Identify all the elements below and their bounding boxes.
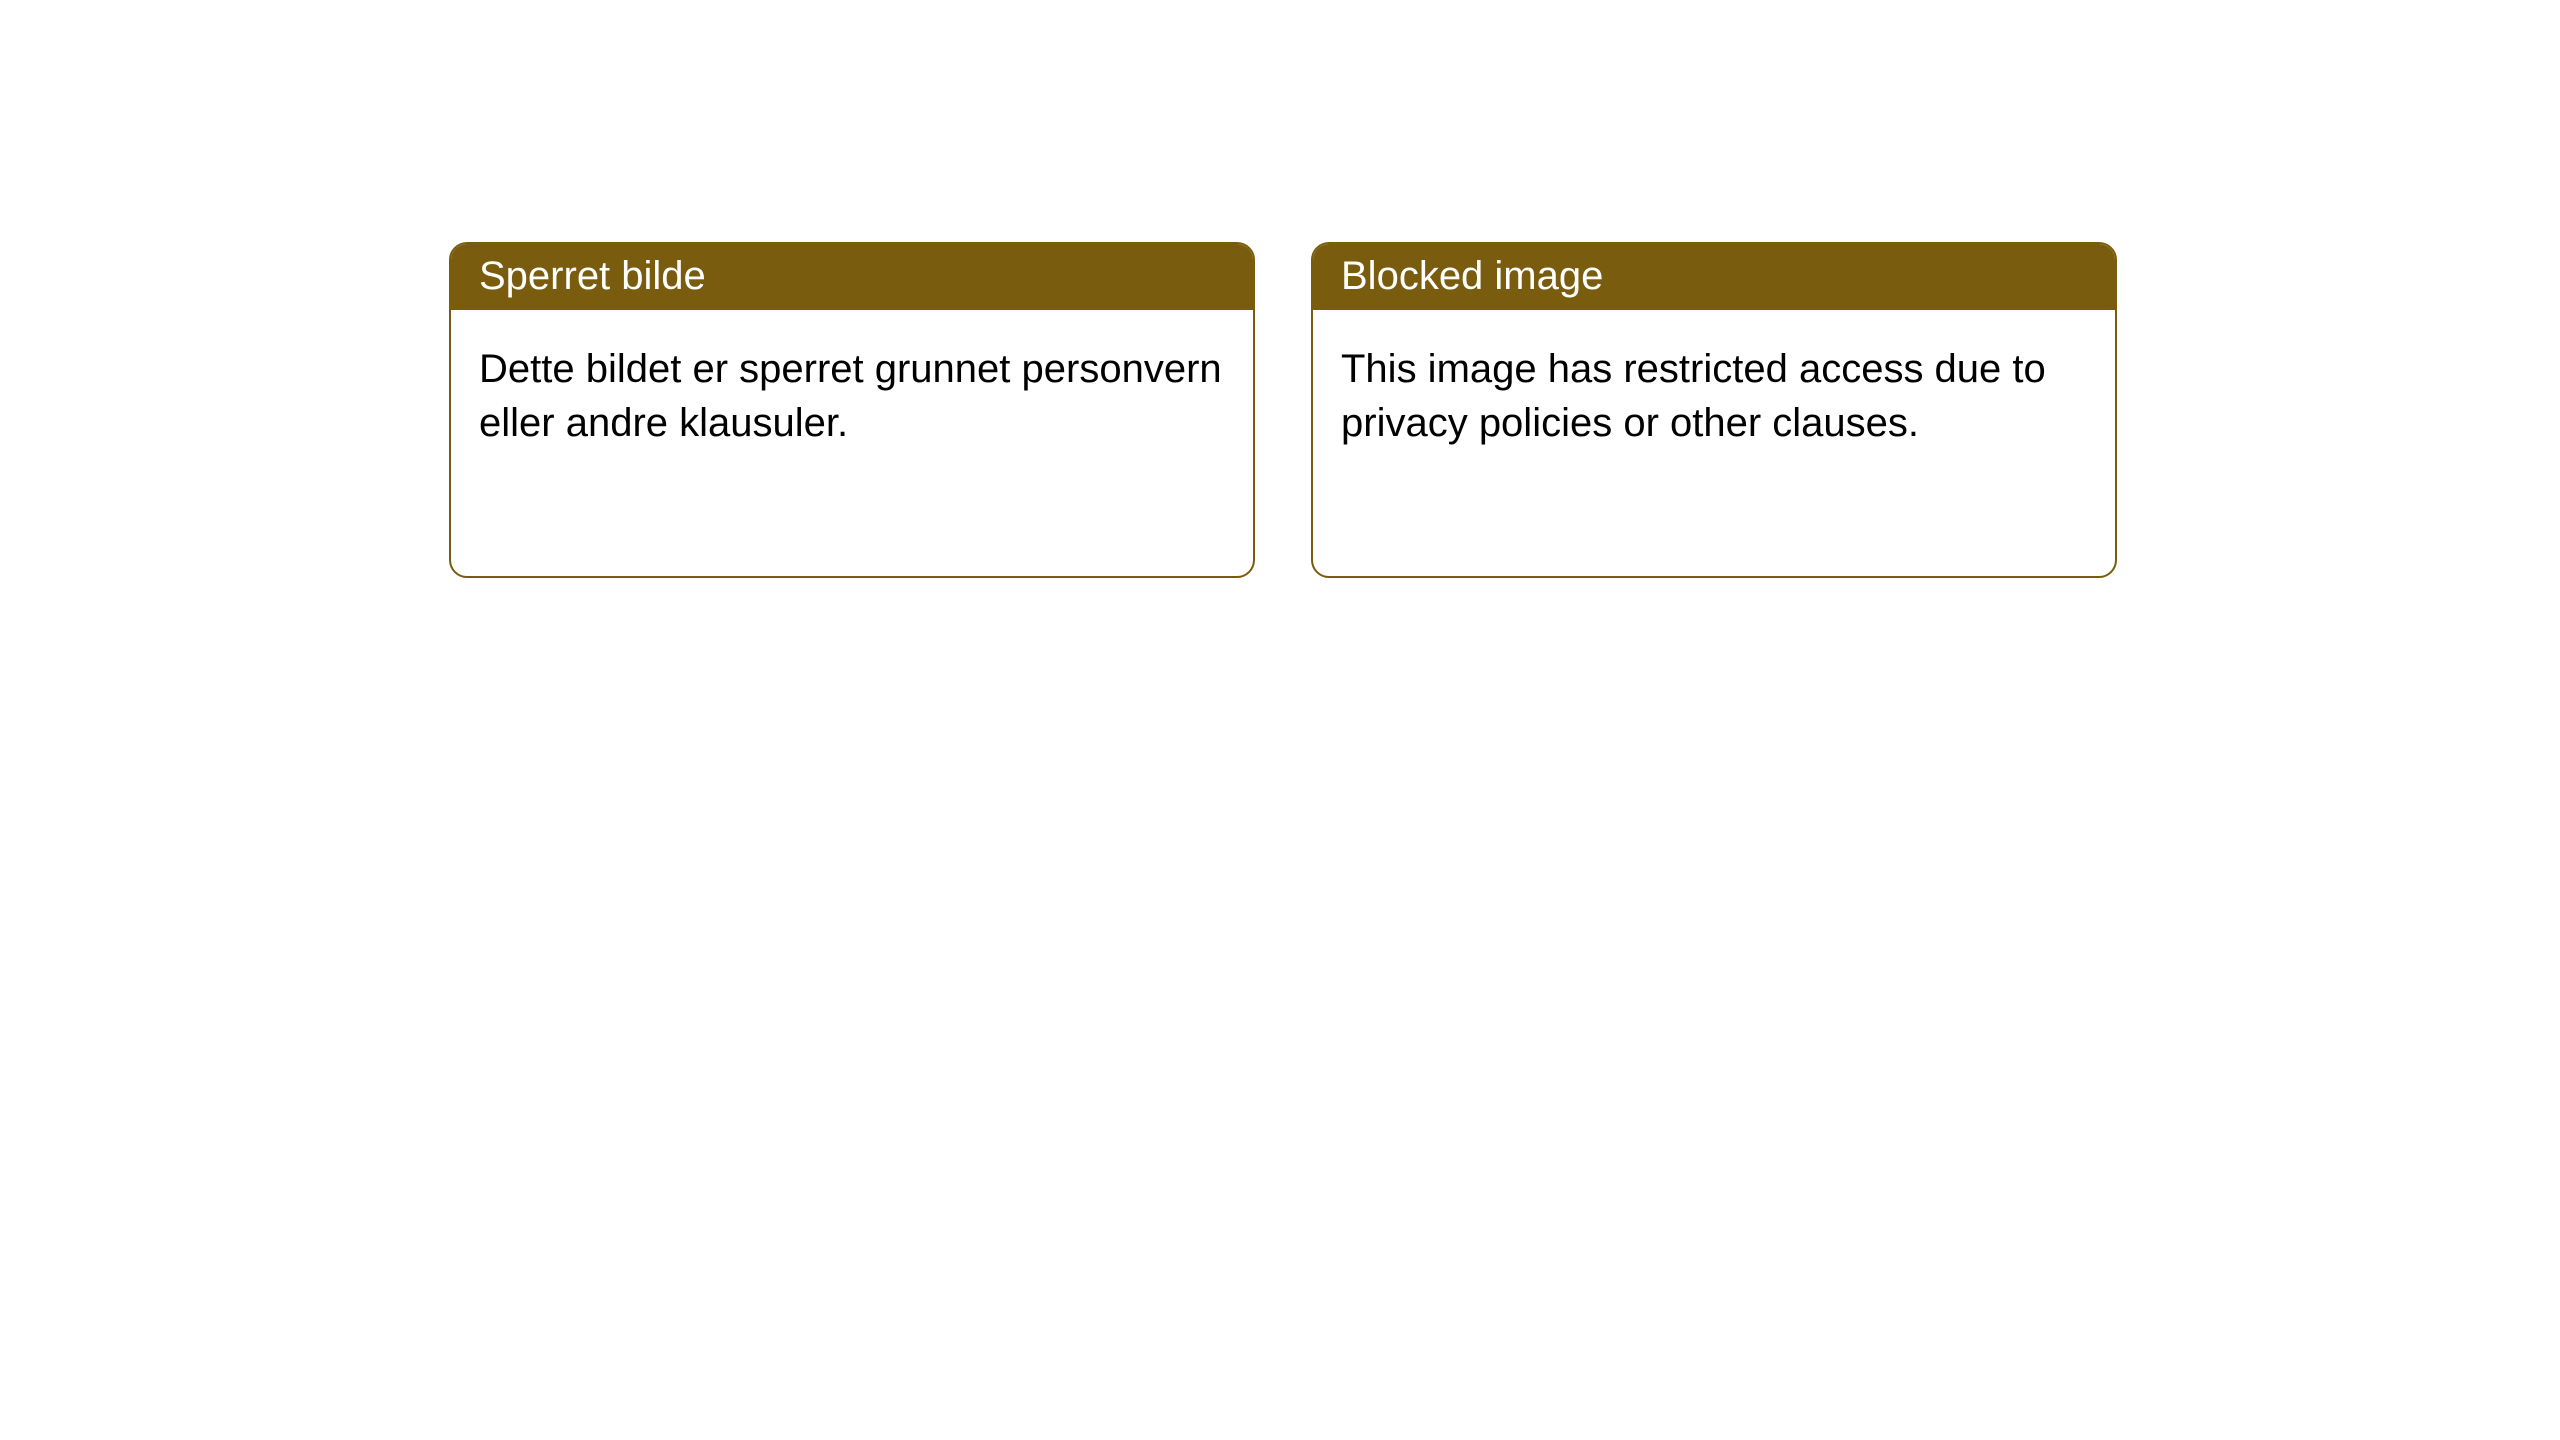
notice-body: This image has restricted access due to …: [1313, 310, 2115, 482]
notice-header: Blocked image: [1313, 244, 2115, 310]
notice-body: Dette bildet er sperret grunnet personve…: [451, 310, 1253, 482]
notice-card-norwegian: Sperret bilde Dette bildet er sperret gr…: [449, 242, 1255, 578]
notice-header: Sperret bilde: [451, 244, 1253, 310]
notice-container: Sperret bilde Dette bildet er sperret gr…: [0, 0, 2560, 578]
notice-card-english: Blocked image This image has restricted …: [1311, 242, 2117, 578]
